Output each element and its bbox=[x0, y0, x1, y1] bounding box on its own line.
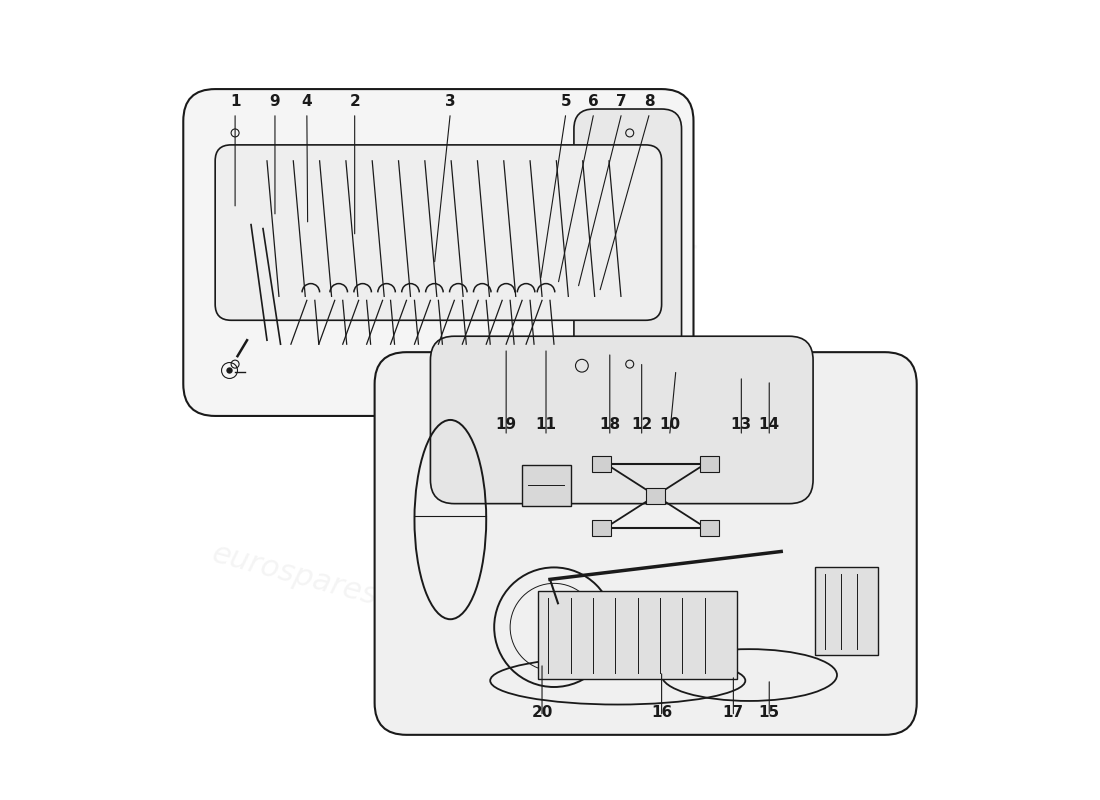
Text: 19: 19 bbox=[496, 417, 517, 432]
FancyBboxPatch shape bbox=[574, 109, 682, 372]
Text: eurospares: eurospares bbox=[504, 549, 676, 602]
Text: 8: 8 bbox=[645, 94, 654, 109]
Text: 15: 15 bbox=[759, 706, 780, 721]
Text: 18: 18 bbox=[600, 417, 620, 432]
Text: 11: 11 bbox=[536, 417, 557, 432]
Text: eurospares: eurospares bbox=[480, 206, 700, 274]
FancyBboxPatch shape bbox=[815, 567, 878, 655]
Text: eurospares: eurospares bbox=[209, 539, 381, 611]
Text: 16: 16 bbox=[651, 706, 672, 721]
Text: eurospares: eurospares bbox=[504, 195, 676, 254]
Bar bbox=[700, 456, 719, 472]
FancyBboxPatch shape bbox=[430, 336, 813, 504]
FancyBboxPatch shape bbox=[522, 466, 571, 506]
Text: 13: 13 bbox=[730, 417, 752, 432]
Text: 4: 4 bbox=[301, 94, 312, 109]
Text: 6: 6 bbox=[588, 94, 600, 109]
Text: 2: 2 bbox=[350, 94, 360, 109]
Text: 14: 14 bbox=[759, 417, 780, 432]
FancyBboxPatch shape bbox=[538, 591, 737, 679]
Text: 5: 5 bbox=[561, 94, 571, 109]
Text: 10: 10 bbox=[659, 417, 680, 432]
Text: 1: 1 bbox=[230, 94, 240, 109]
Bar bbox=[592, 519, 612, 535]
Text: eurospares: eurospares bbox=[480, 558, 700, 626]
FancyBboxPatch shape bbox=[184, 89, 693, 416]
FancyBboxPatch shape bbox=[375, 352, 916, 735]
Text: 3: 3 bbox=[446, 94, 455, 109]
FancyBboxPatch shape bbox=[216, 145, 661, 320]
Bar bbox=[700, 519, 719, 535]
Text: 7: 7 bbox=[616, 94, 627, 109]
Text: 17: 17 bbox=[723, 706, 744, 721]
Bar bbox=[592, 456, 612, 472]
Text: eurospares: eurospares bbox=[209, 195, 382, 254]
Circle shape bbox=[227, 367, 233, 374]
Text: 12: 12 bbox=[631, 417, 652, 432]
Text: 9: 9 bbox=[270, 94, 280, 109]
Bar bbox=[646, 488, 664, 504]
Text: 20: 20 bbox=[531, 706, 552, 721]
